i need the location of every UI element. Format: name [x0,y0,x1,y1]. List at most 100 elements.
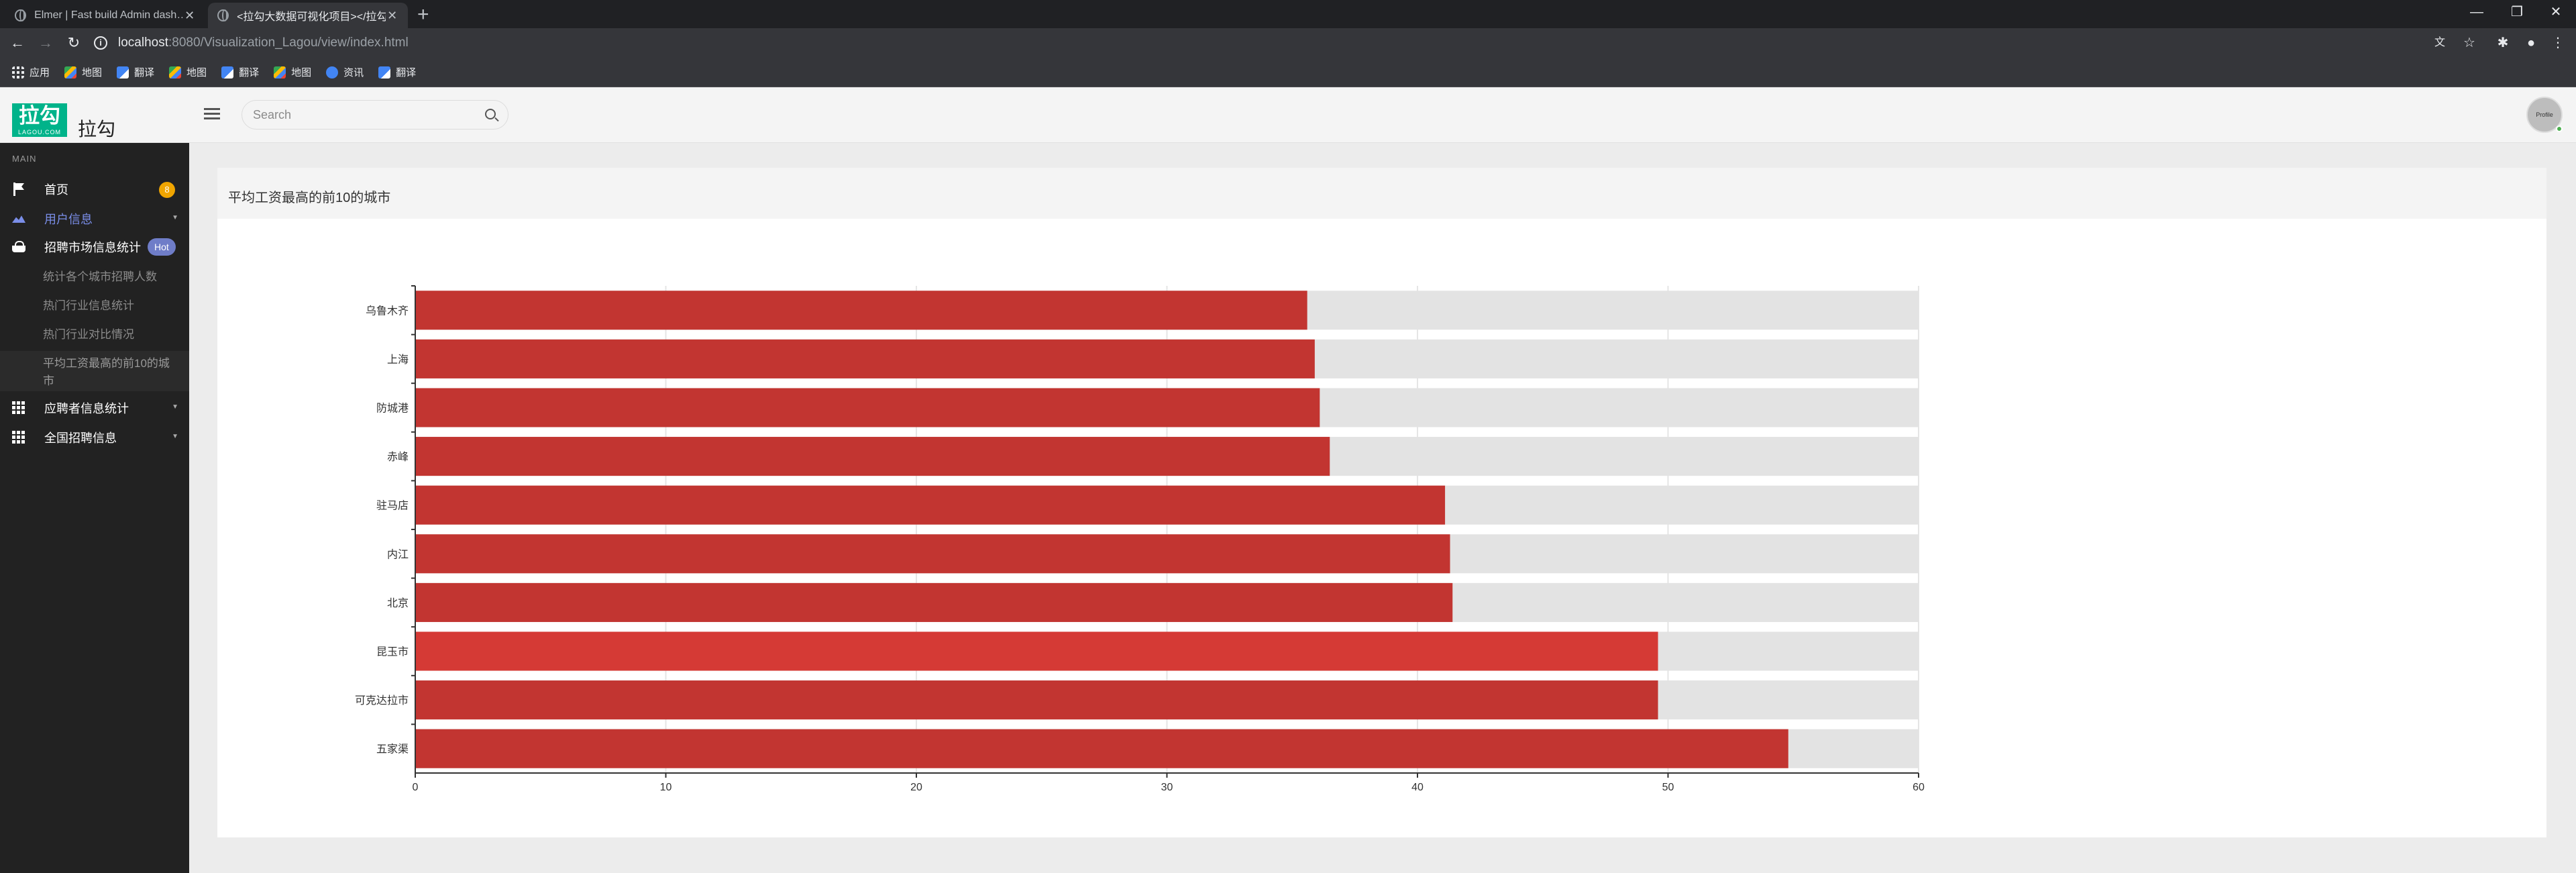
reload-icon[interactable]: ↻ [67,34,80,51]
forward-arrow-icon[interactable]: → [38,34,53,51]
mountain-icon [12,212,25,225]
browser-toolbar: ← → ↻ i localhost:8080/Visualization_Lag… [0,28,2576,58]
brand-name: 拉勾 [78,119,116,140]
bookmark-item[interactable]: 翻译 [221,65,259,79]
sidebar-item-recruitment-stats[interactable]: 招聘市场信息统计 Hot [0,234,189,260]
y-tick-label: 五家渠 [376,743,409,756]
hot-badge: Hot [148,238,176,256]
y-tick-label: 乌鲁木齐 [366,305,409,317]
bookmarks-bar: 应用 地图 翻译 地图 翻译 地图 资讯 翻译 [0,58,2576,87]
browser-tab[interactable]: Elmer | Fast build Admin dash… ✕ [5,3,205,28]
menu-dots-icon[interactable]: ⋮ [2551,36,2565,50]
lagou-logo[interactable]: 拉勾 LAGOU.COM [12,103,67,137]
chevron-down-icon: ▼ [172,433,178,440]
globe-icon [15,9,27,21]
url-path: :8080/Visualization_Lagou/view/index.htm… [168,36,409,50]
bookmark-item[interactable]: 资讯 [326,65,364,79]
bar[interactable] [415,631,1658,671]
bookmark-item[interactable]: 应用 [12,65,50,79]
back-arrow-icon[interactable]: ← [10,34,25,51]
bookmark-star-icon[interactable]: ☆ [2463,36,2475,50]
y-tick-label: 可克达拉市 [355,695,409,707]
search-box [241,100,508,130]
bar[interactable] [415,339,1315,378]
sidebar-subitem-hot-industry[interactable]: 热门行业信息统计 [43,299,134,312]
sidebar-item-user-info[interactable]: 用户信息 ▼ [0,206,189,232]
bar[interactable] [415,582,1453,622]
bar[interactable] [415,388,1320,427]
sidebar-subitem-top10-salary[interactable]: 平均工资最高的前10的城市 [0,351,189,391]
bar[interactable] [415,437,1330,476]
translate-page-icon[interactable]: 文 [2434,37,2445,48]
bar[interactable] [415,291,1307,330]
bar[interactable] [415,485,1446,525]
x-tick-label: 10 [660,782,672,793]
translate-icon [378,66,391,79]
sidebar-subitem-city-count[interactable]: 统计各个城市招聘人数 [43,270,157,283]
x-tick-label: 60 [1913,782,1925,793]
maps-icon [274,66,286,79]
sidebar-item-national-recruitment[interactable]: 全国招聘信息 ▼ [0,425,189,450]
sidebar-item-applicant-stats[interactable]: 应聘者信息统计 ▼ [0,395,189,421]
basket-icon [12,240,25,254]
online-status-dot [2556,125,2563,132]
info-icon[interactable]: i [94,36,107,50]
new-tab-button[interactable]: + [417,3,429,25]
bar[interactable] [415,729,1788,768]
flag-icon [12,183,25,196]
sidebar-item-home[interactable]: 首页 8 [0,176,189,202]
close-icon[interactable]: ✕ [184,8,195,22]
url-host: localhost [118,36,168,50]
hamburger-menu-icon[interactable] [204,108,220,120]
y-tick-label: 昆玉市 [376,646,409,658]
extensions-icon[interactable]: ✱ [2497,36,2509,50]
address-bar[interactable]: i localhost:8080/Visualization_Lagou/vie… [94,32,2475,54]
search-icon[interactable] [485,109,496,119]
news-icon [326,66,339,79]
x-tick-label: 30 [1161,782,1173,793]
browser-tab-title: Elmer | Fast build Admin dash… [34,9,184,21]
maps-icon [64,66,77,79]
y-tick-label: 北京 [387,597,409,609]
chart-card: 平均工资最高的前10的城市 乌鲁木齐上海防城港赤峰驻马店内江北京昆玉市可克达拉市… [217,168,2546,837]
notification-badge: 8 [159,182,175,198]
card-header: 平均工资最高的前10的城市 [217,168,2546,219]
minimize-icon[interactable]: — [2470,5,2483,19]
bar[interactable] [415,534,1450,574]
bookmark-item[interactable]: 地图 [169,65,207,79]
account-icon[interactable]: ● [2526,36,2536,50]
chevron-down-icon: ▼ [172,403,178,411]
bookmark-item[interactable]: 翻译 [378,65,416,79]
sidebar: MAIN 首页 8 用户信息 ▼ 招聘市场信息统计 Hot 统计各个城市招聘人数… [0,143,189,873]
restore-icon[interactable]: ❐ [2511,5,2523,19]
grid-icon [12,431,25,444]
bookmark-item[interactable]: 翻译 [117,65,154,79]
avatar[interactable]: Profile [2526,97,2563,133]
y-tick-label: 上海 [387,354,409,366]
window-close-icon[interactable]: ✕ [2550,5,2562,19]
card-title: 平均工资最高的前10的城市 [228,191,391,205]
x-tick-label: 40 [1411,782,1424,793]
close-icon[interactable]: ✕ [387,8,398,22]
bookmark-item[interactable]: 地图 [274,65,311,79]
app-header: 拉勾 LAGOU.COM 拉勾 Profile [0,88,2576,143]
x-tick-label: 20 [910,782,922,793]
bookmark-item[interactable]: 地图 [64,65,102,79]
grid-icon [12,401,25,415]
y-tick-label: 防城港 [376,403,409,415]
globe-icon [217,9,229,21]
apps-grid-icon [12,66,24,79]
y-tick-label: 赤峰 [387,451,409,463]
y-tick-label: 内江 [387,548,409,560]
bar[interactable] [415,680,1658,720]
y-tick-label: 驻马店 [376,500,409,512]
search-input[interactable] [253,106,468,123]
browser-tab-active[interactable]: <拉勾大数据可视化项目></拉勾… ✕ [208,3,408,28]
browser-tab-title: <拉勾大数据可视化项目></拉勾… [237,11,386,23]
translate-icon [221,66,234,79]
x-tick-label: 50 [1662,782,1674,793]
x-tick-label: 0 [413,782,419,793]
sidebar-subitem-industry-compare[interactable]: 热门行业对比情况 [43,328,134,341]
sidebar-section-title: MAIN [12,154,37,164]
